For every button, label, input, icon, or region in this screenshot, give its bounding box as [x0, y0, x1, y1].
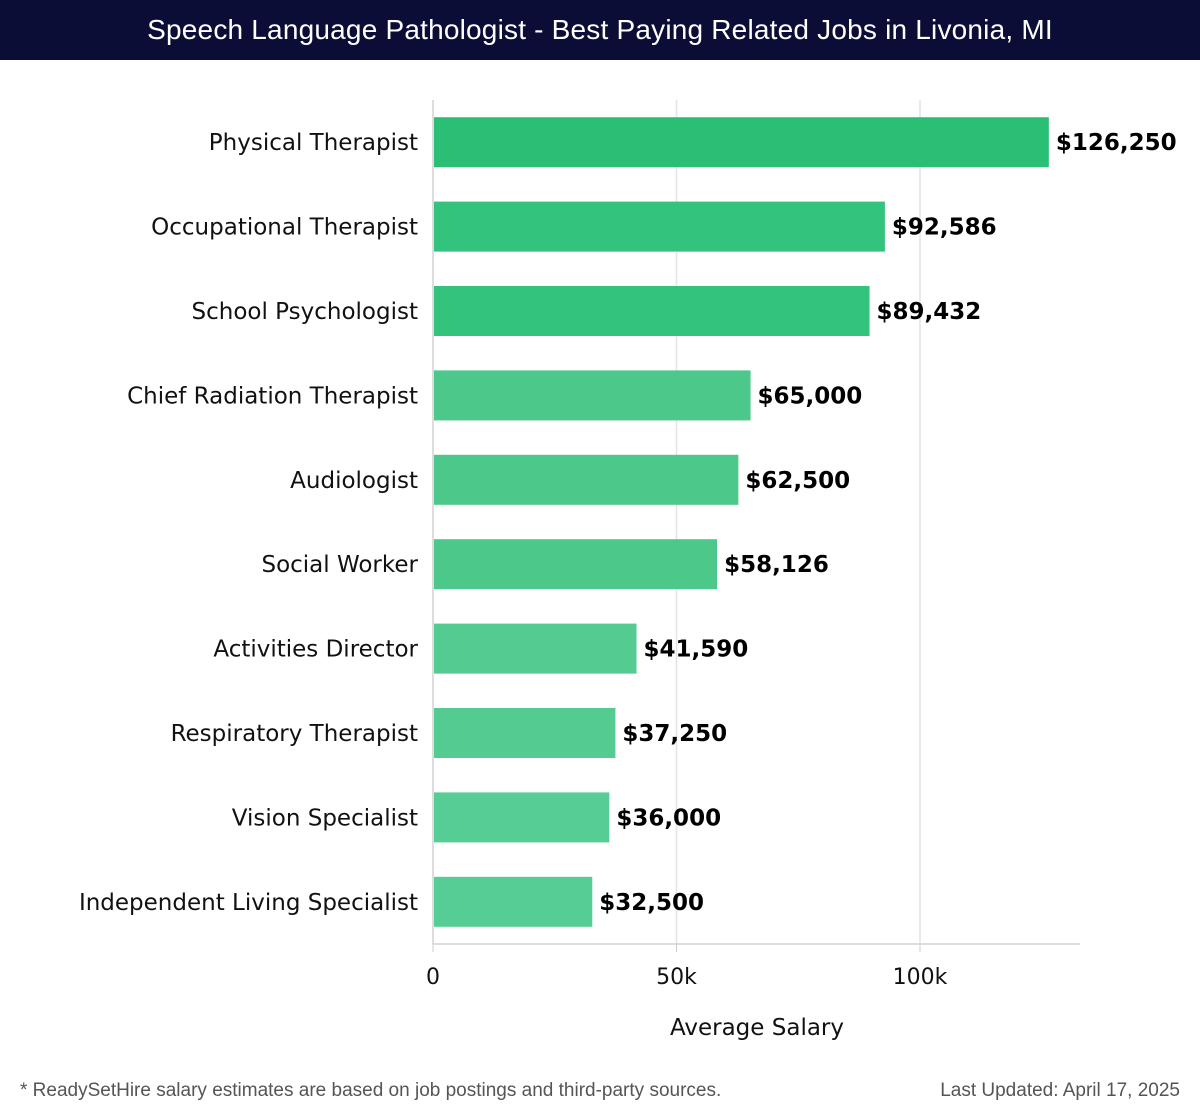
value-label: $37,250: [622, 721, 727, 747]
bars: [434, 117, 1049, 927]
bar: [434, 623, 637, 674]
bar: [434, 708, 616, 758]
bar: [434, 539, 718, 590]
category-label: Vision Specialist: [232, 805, 418, 831]
category-label: Audiologist: [290, 468, 418, 494]
category-label: Chief Radiation Therapist: [127, 383, 418, 409]
x-tick-label: 100k: [893, 965, 948, 990]
category-label: Activities Director: [213, 637, 418, 663]
value-label: $65,000: [758, 383, 863, 409]
title-bar: Speech Language Pathologist - Best Payin…: [0, 0, 1200, 60]
category-label: Independent Living Specialist: [79, 890, 418, 916]
last-updated: Last Updated: April 17, 2025: [940, 1080, 1180, 1101]
bar: [434, 370, 751, 421]
bar: [434, 201, 885, 252]
axes: 0 50k 100k Physical Therapist $126,250 Occupa…: [79, 100, 1177, 990]
chart-title: Speech Language Pathologist - Best Payin…: [147, 14, 1053, 45]
footer-note: * ReadySetHire salary estimates are base…: [20, 1080, 722, 1101]
bar: [434, 286, 870, 336]
value-label: $41,590: [644, 637, 749, 663]
value-label: $36,000: [616, 805, 721, 831]
value-label: $58,126: [724, 552, 829, 578]
value-label: $126,250: [1056, 130, 1177, 156]
category-label: Social Worker: [261, 552, 418, 578]
value-label: $32,500: [599, 890, 704, 916]
bar: [434, 876, 593, 927]
x-tick-label: 50k: [656, 965, 697, 990]
bar-chart: 0 50k 100k Physical Therapist $126,250 Occupa…: [79, 100, 1177, 1041]
value-label: $62,500: [745, 468, 850, 494]
bar: [434, 117, 1049, 168]
value-label: $89,432: [877, 299, 982, 325]
category-label: School Psychologist: [192, 299, 418, 325]
bar: [434, 454, 739, 505]
x-tick-label: 0: [426, 965, 440, 990]
bar: [434, 792, 610, 843]
category-label: Physical Therapist: [209, 130, 418, 156]
category-label: Occupational Therapist: [151, 215, 418, 241]
category-label: Respiratory Therapist: [171, 721, 418, 747]
x-axis-label: Average Salary: [670, 1015, 844, 1041]
value-label: $92,586: [892, 215, 997, 241]
